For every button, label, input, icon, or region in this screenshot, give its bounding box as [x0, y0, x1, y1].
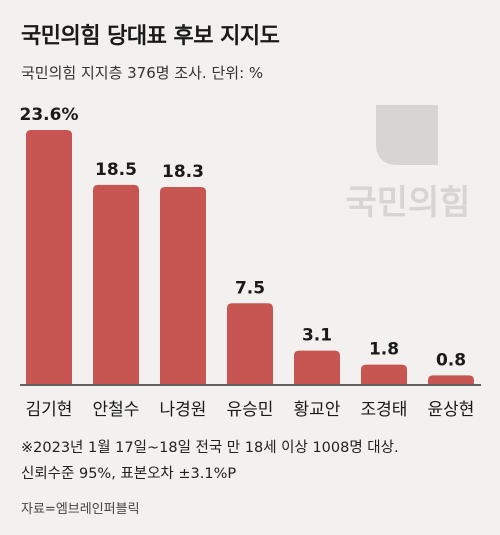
bars-group — [26, 130, 474, 384]
category-label-1: 안철수 — [93, 400, 140, 420]
bar-4 — [294, 351, 340, 384]
party-logo-watermark: 국민의힘 — [345, 105, 470, 223]
logo-shape — [376, 105, 438, 165]
value-label-5: 1.8 — [369, 340, 399, 360]
value-label-3: 7.5 — [235, 278, 265, 298]
value-label-6: 0.8 — [436, 350, 466, 370]
bar-2 — [160, 187, 206, 384]
bar-1 — [93, 185, 139, 384]
bar-chart: 국민의힘 23.6% 18.5 18.3 7.5 3.1 1.8 0.8 김기현 안철수 나경원… — [0, 0, 500, 430]
bar-5 — [361, 365, 407, 384]
category-label-4: 황교안 — [294, 400, 341, 420]
note-line-1: ※2023년 1월 17일~18일 전국 만 18세 이상 1008명 대상. — [21, 435, 399, 461]
note-line-2: 신뢰수준 95%, 표본오차 ±3.1%P — [21, 461, 399, 487]
category-label-0: 김기현 — [26, 400, 73, 420]
bar-3 — [227, 303, 273, 384]
value-label-2: 18.3 — [162, 162, 204, 182]
value-label-4: 3.1 — [302, 326, 332, 346]
logo-text: 국민의힘 — [345, 183, 470, 223]
category-label-2: 나경원 — [160, 400, 207, 420]
category-label-3: 유승민 — [227, 400, 274, 420]
value-label-0: 23.6% — [20, 105, 79, 125]
source-text: 자료=엠브레인퍼블릭 — [21, 498, 140, 517]
bar-6 — [428, 375, 474, 384]
category-label-6: 윤상현 — [428, 400, 475, 420]
category-label-5: 조경태 — [361, 400, 408, 420]
bar-0 — [26, 130, 72, 384]
survey-notes: ※2023년 1월 17일~18일 전국 만 18세 이상 1008명 대상. … — [21, 435, 399, 487]
value-label-1: 18.5 — [95, 160, 137, 180]
category-labels-group: 김기현 안철수 나경원 유승민 황교안 조경태 윤상현 — [26, 400, 475, 420]
